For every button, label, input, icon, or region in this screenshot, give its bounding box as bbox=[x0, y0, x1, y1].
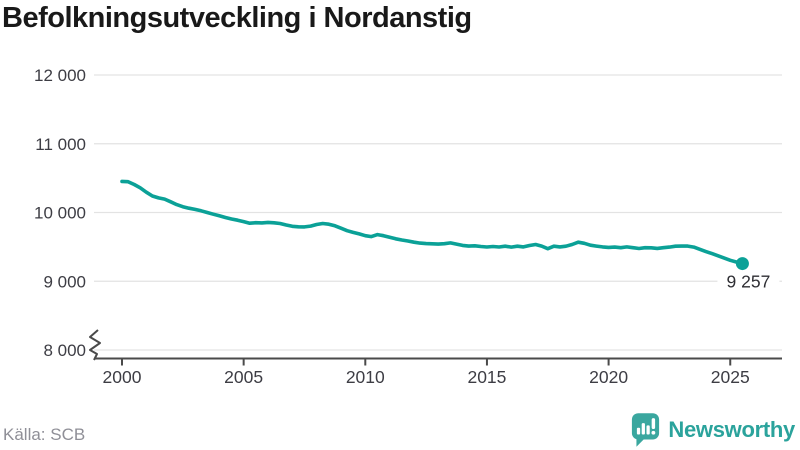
svg-text:11 000: 11 000 bbox=[35, 135, 86, 154]
gridlines: 12 000 11 000 10 000 9 000 8 000 bbox=[34, 66, 782, 360]
x-axis: 2000 2005 2010 2015 2020 2025 bbox=[89, 329, 782, 387]
chart-title: Befolkningsutveckling i Nordanstig bbox=[2, 2, 472, 34]
svg-text:8 000: 8 000 bbox=[43, 341, 86, 360]
svg-text:2015: 2015 bbox=[467, 367, 506, 387]
svg-text:2025: 2025 bbox=[711, 367, 750, 387]
end-point-marker bbox=[735, 257, 749, 271]
end-value-annotation: 9 257 bbox=[717, 272, 780, 292]
series-befolkning bbox=[120, 179, 749, 271]
newsworthy-logo: Newsworthy bbox=[631, 412, 795, 447]
source-label: Källa: SCB bbox=[3, 425, 86, 444]
population-line-chart: 12 000 11 000 10 000 9 000 8 000 2000 2005 2010… bbox=[34, 66, 782, 387]
svg-text:2005: 2005 bbox=[224, 367, 263, 387]
svg-text:2020: 2020 bbox=[589, 367, 628, 387]
newsworthy-bar-chart-icon bbox=[632, 413, 660, 447]
svg-text:12 000: 12 000 bbox=[34, 66, 86, 85]
svg-text:2010: 2010 bbox=[346, 367, 385, 387]
svg-text:10 000: 10 000 bbox=[34, 204, 86, 223]
svg-text:9 257: 9 257 bbox=[727, 272, 771, 292]
newsworthy-wordmark: Newsworthy bbox=[668, 416, 795, 442]
svg-text:9 000: 9 000 bbox=[43, 272, 86, 291]
svg-text:2000: 2000 bbox=[103, 367, 142, 387]
